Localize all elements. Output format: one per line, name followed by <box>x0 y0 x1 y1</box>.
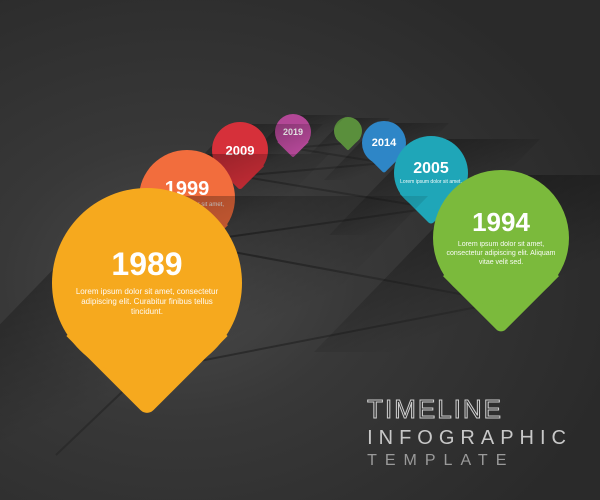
timeline-pin: 2019 <box>275 114 311 150</box>
title-block: TIMELINE INFOGRAPHIC TEMPLATE <box>367 394 572 470</box>
title-line-2: INFOGRAPHIC <box>367 427 572 450</box>
pin-year: 1989 <box>111 248 182 280</box>
pin-description: Lorem ipsum dolor sit amet, consectetur … <box>444 240 558 267</box>
title-line-1: TIMELINE <box>367 394 572 425</box>
title-line-3: TEMPLATE <box>367 452 572 470</box>
pin-year: 1994 <box>472 209 530 235</box>
timeline-pin: 1989 Lorem ipsum dolor sit amet, consecte… <box>52 188 242 378</box>
timeline-infographic: 2019201420092005Lorem ipsum dolor sit am… <box>0 0 600 500</box>
timeline-pin <box>334 117 362 145</box>
pin-year: 2019 <box>283 128 303 137</box>
timeline-pin: 1994 Lorem ipsum dolor sit amet, consecte… <box>433 170 569 306</box>
pin-description: Lorem ipsum dolor sit amet, consectetur … <box>67 287 227 318</box>
pin-year: 2014 <box>372 138 396 149</box>
